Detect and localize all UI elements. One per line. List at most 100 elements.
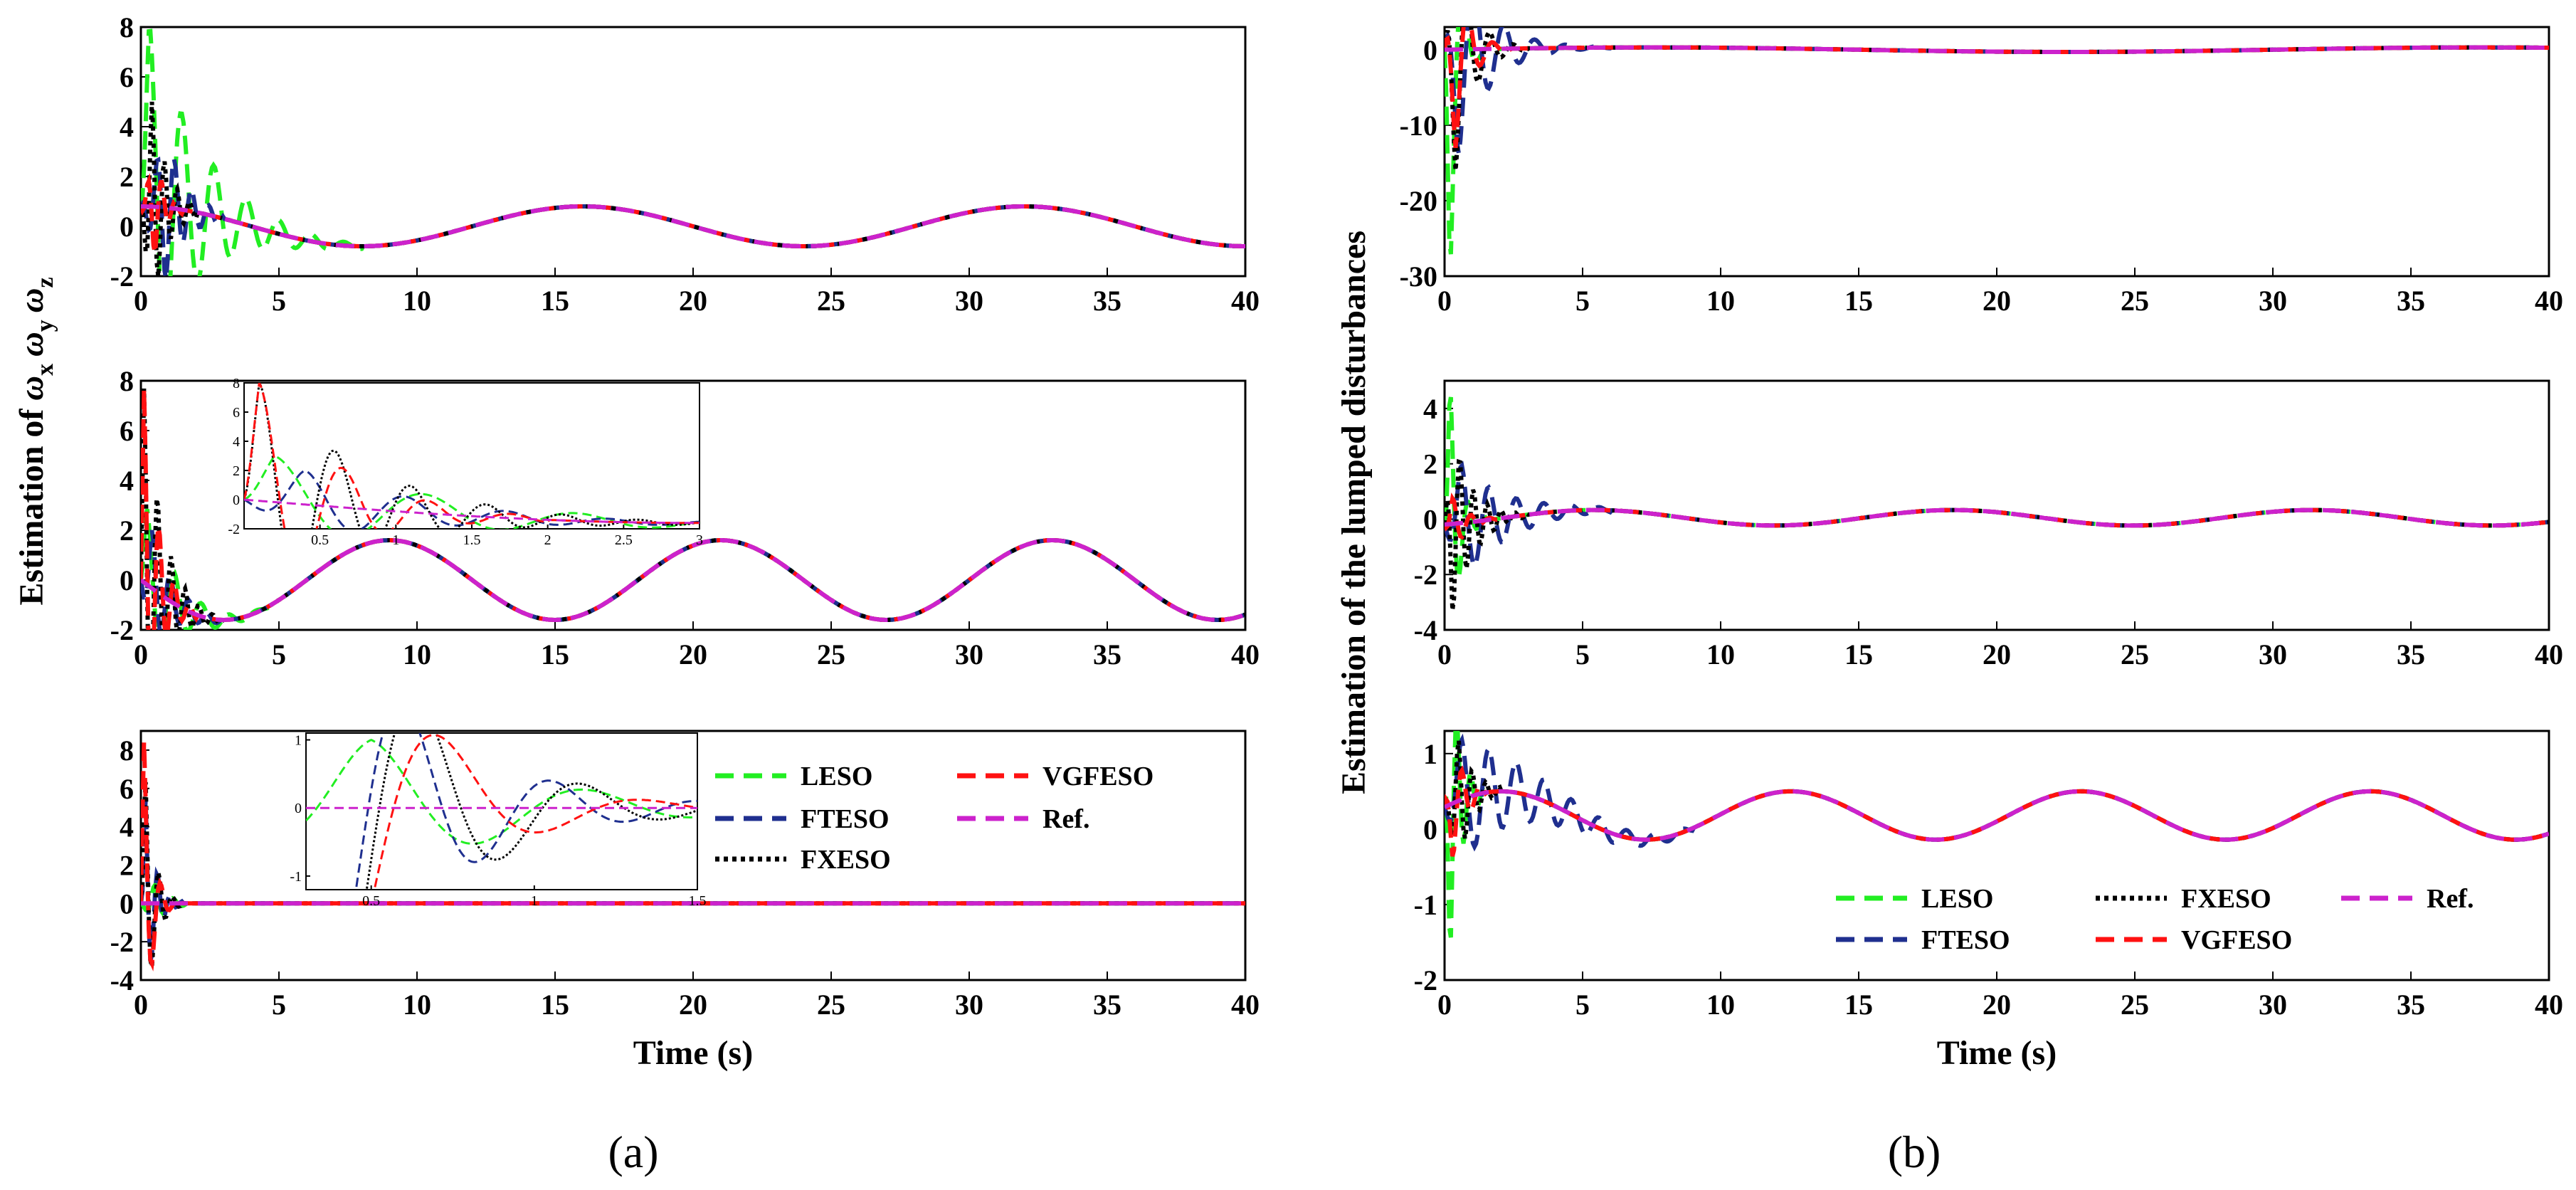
inset-x-tick-label: 2 [544, 532, 551, 548]
inset-x-tick-label: 3 [696, 532, 703, 548]
legend-panel-b: LESO FXESO Ref. FTESO VGFESO [1836, 884, 2474, 955]
inset-x-tick-label: 1 [392, 532, 399, 548]
x-tick-label: 5 [272, 285, 286, 317]
x-tick-label: 10 [403, 285, 431, 317]
y-tick-label: 8 [120, 11, 134, 43]
legend-leso-label: LESO [801, 762, 872, 791]
inset-y-tick-label: 8 [233, 376, 240, 391]
x-tick-label: 40 [2535, 989, 2563, 1021]
x-tick-label: 15 [541, 638, 569, 670]
caption-a: (a) [608, 1127, 658, 1177]
x-tick-label: 35 [2397, 638, 2425, 670]
x-tick-label: 5 [272, 638, 286, 670]
inset-series-ref [244, 498, 700, 525]
inset-y-tick-label: 6 [233, 405, 240, 421]
x-tick-label: 25 [2121, 285, 2149, 317]
x-tick-label: 35 [1093, 638, 1121, 670]
x-tick-label: 30 [955, 285, 983, 317]
x-tick-label: 25 [817, 989, 845, 1021]
x-tick-label: 0 [134, 285, 148, 317]
x-tick-label: 15 [1844, 285, 1873, 317]
x-tick-label: 10 [1706, 285, 1735, 317]
y-tick-label: -20 [1400, 185, 1437, 217]
inset-series-fxeso [244, 383, 700, 529]
y-tick-label: 4 [1423, 393, 1437, 425]
x-tick-label: 5 [1575, 638, 1590, 670]
series-fteso [141, 156, 1245, 276]
inset-a2: 0.5 1 1.5 2 2.5 3 -2 0 2 4 6 8 [228, 376, 703, 548]
series-ref [141, 538, 1245, 622]
inset-x-tick-label: 2.5 [615, 532, 633, 548]
legend-b-ref-label: Ref. [2427, 884, 2474, 914]
x-tick-label: 0 [1437, 285, 1452, 317]
x-tick-label: 35 [2397, 989, 2425, 1021]
inset-series-vgfeso [244, 383, 700, 529]
inset-series-fteso [244, 469, 700, 529]
legend-panel-a: LESO VGFESO FTESO Ref. FXESO [715, 762, 1154, 875]
plot-frame [1443, 730, 2550, 981]
inset-series-fteso [354, 733, 697, 890]
y-tick-label: 0 [120, 888, 134, 920]
x-tick-label: 35 [1093, 285, 1121, 317]
y-tick-label: 4 [120, 811, 134, 843]
x-tick-label: 20 [1983, 638, 2011, 670]
x-tick-label: 20 [679, 989, 707, 1021]
inset-y-tick-label: -1 [290, 869, 302, 885]
x-tick-label: 15 [541, 989, 569, 1021]
x-tick-label: 10 [403, 638, 431, 670]
x-tick-label: 40 [1231, 989, 1260, 1021]
y-tick-label: -4 [1414, 614, 1437, 646]
x-tick-label: 5 [1575, 989, 1590, 1021]
x-tick-label: 0 [1437, 989, 1452, 1021]
y-tick-label: -2 [110, 926, 134, 958]
x-tick-label: 25 [2121, 638, 2149, 670]
x-tick-label: 5 [272, 989, 286, 1021]
legend-b-vgfeso-label: VGFESO [2181, 925, 2292, 955]
y-tick-label: 2 [120, 849, 134, 881]
x-tick-label: 30 [2259, 285, 2287, 317]
legend-vgfeso-label: VGFESO [1042, 762, 1154, 791]
y-tick-label: -2 [1414, 559, 1437, 591]
y-tick-label: 0 [1423, 503, 1437, 535]
x-tick-label: 30 [2259, 989, 2287, 1021]
inset-y-tick-label: 1 [295, 733, 302, 749]
x-tick-label: 15 [541, 285, 569, 317]
legend-fteso-label: FTESO [801, 804, 890, 834]
inset-y-tick-label: 0 [233, 493, 240, 508]
x-tick-label: 35 [2397, 285, 2425, 317]
legend-b-leso-label: LESO [1921, 884, 1993, 914]
inset-y-tick-label: -2 [228, 522, 240, 537]
plot-frame [1443, 379, 2550, 631]
x-tick-label: 30 [2259, 638, 2287, 670]
y-tick-label: 4 [120, 465, 134, 497]
x-tick-label: 0 [134, 638, 148, 670]
x-tick-label: 40 [2535, 285, 2563, 317]
y-tick-label: -4 [110, 964, 134, 996]
inset-y-tick-label: 0 [295, 801, 302, 816]
panel-a-ylabel: Estimation of ωxωyωz [13, 277, 58, 605]
y-tick-label: 1 [1423, 738, 1437, 770]
axes-b1: 0 5 10 15 20 25 30 35 40 -30 -20 -10 0 [1400, 26, 2563, 317]
plot-frame [1443, 26, 2550, 278]
caption-b: (b) [1888, 1127, 1941, 1177]
inset-plot-frame [305, 732, 698, 890]
x-tick-label: 0 [1437, 638, 1452, 670]
legend-ref-label: Ref. [1042, 804, 1089, 834]
y-tick-label: 8 [120, 365, 134, 397]
inset-y-tick-label: 4 [233, 434, 240, 450]
x-tick-label: 35 [1093, 989, 1121, 1021]
x-tick-label: 40 [1231, 638, 1260, 670]
series-ref [1445, 45, 2549, 54]
y-tick-label: -30 [1400, 260, 1437, 293]
x-tick-label: 10 [403, 989, 431, 1021]
inset-plot-frame [243, 382, 700, 530]
y-tick-label: -2 [1414, 964, 1437, 996]
x-tick-label: 40 [1231, 285, 1260, 317]
y-tick-label: 0 [120, 564, 134, 596]
x-tick-label: 25 [2121, 989, 2149, 1021]
legend-b-fteso-label: FTESO [1921, 925, 2010, 955]
y-tick-label: 0 [1423, 34, 1437, 66]
x-tick-label: 10 [1706, 989, 1735, 1021]
